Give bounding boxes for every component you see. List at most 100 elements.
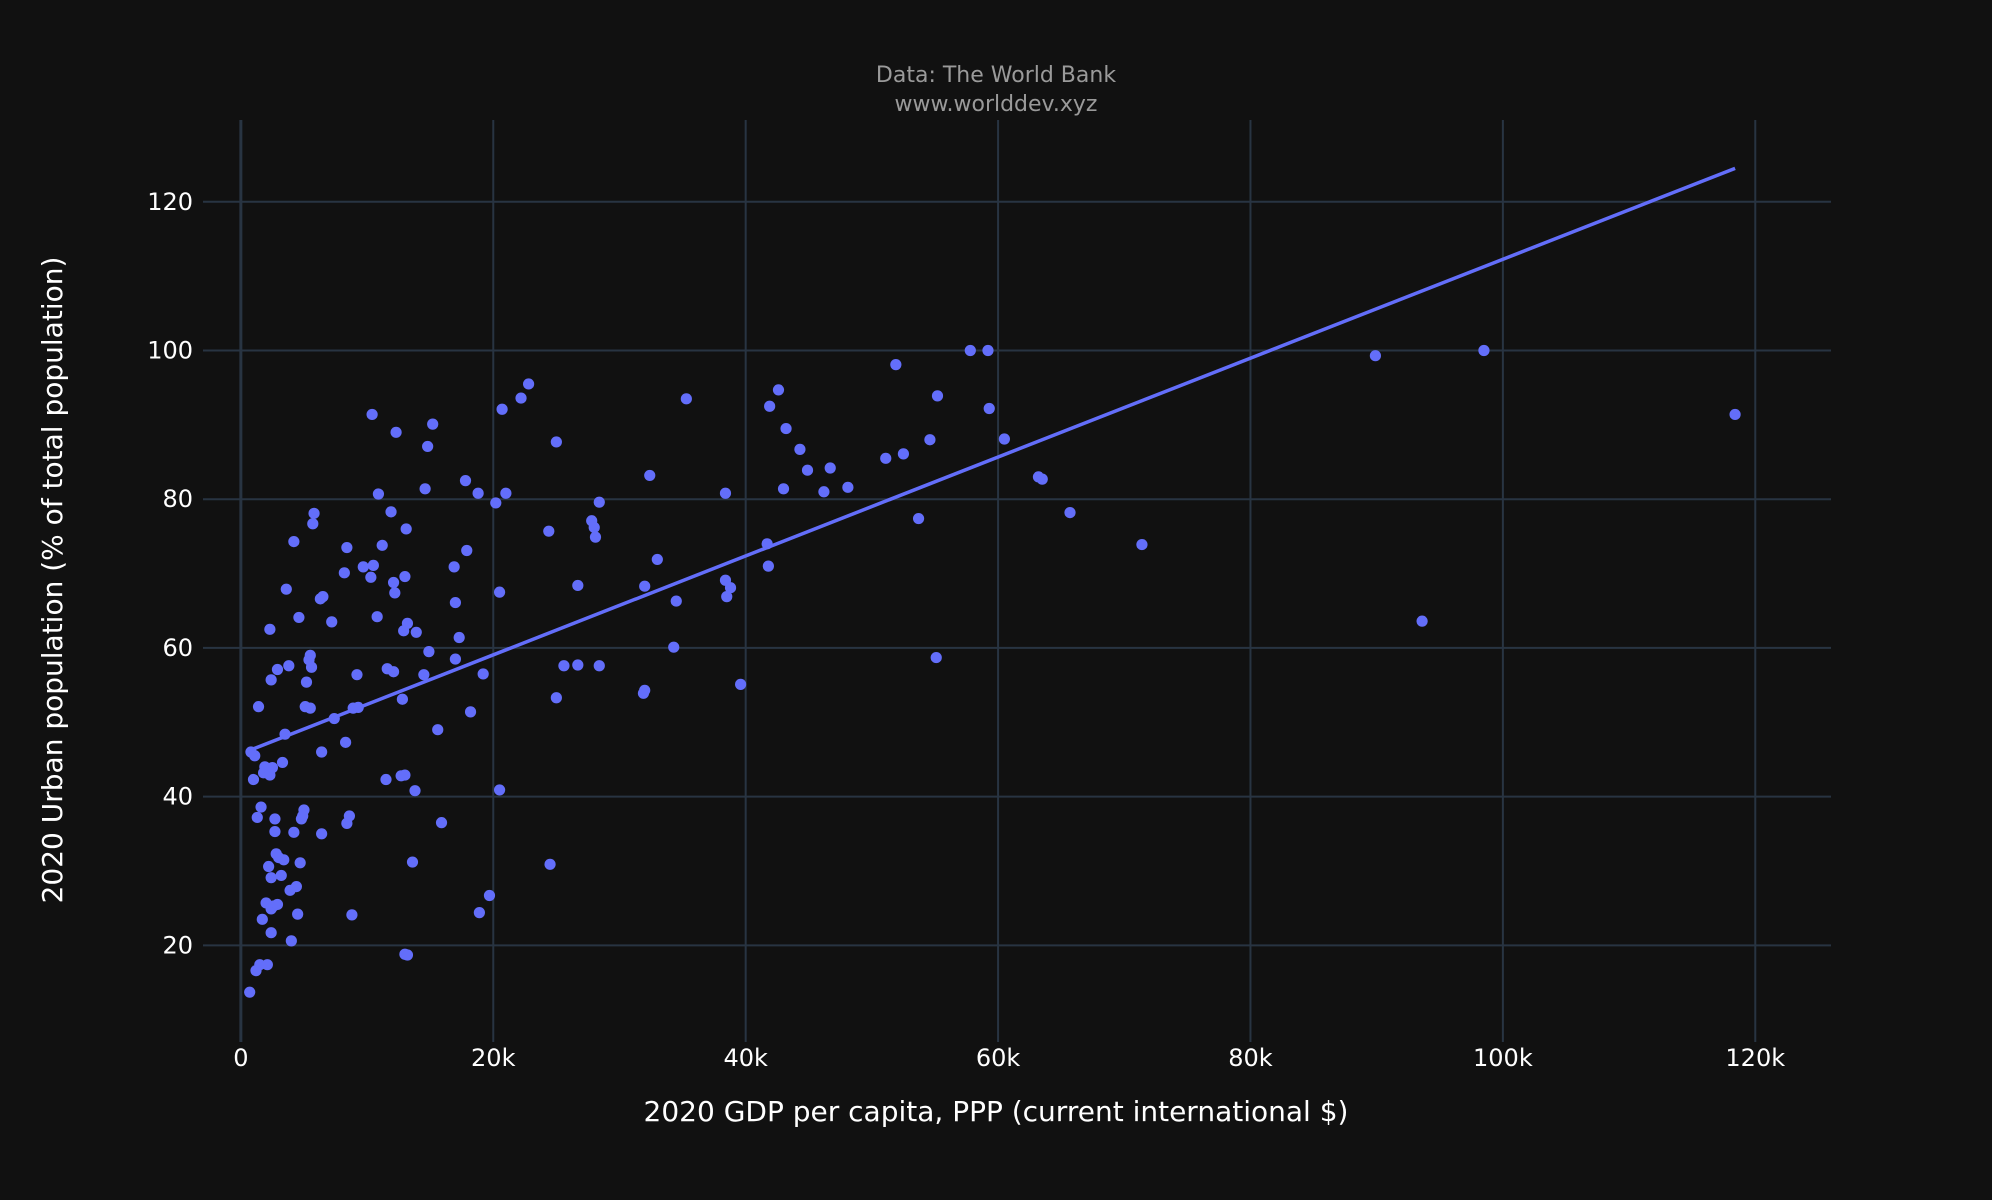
data-point bbox=[897, 448, 910, 460]
x-axis-title: 2020 GDP per capita, PPP (current intern… bbox=[644, 1095, 1349, 1128]
data-point bbox=[418, 669, 430, 681]
data-point bbox=[880, 452, 892, 464]
data-point bbox=[351, 669, 363, 681]
data-point bbox=[343, 810, 355, 822]
data-point bbox=[298, 804, 310, 816]
data-point bbox=[290, 880, 302, 893]
data-point bbox=[550, 436, 562, 448]
data-point bbox=[365, 571, 377, 583]
data-point bbox=[964, 344, 976, 357]
data-point bbox=[390, 426, 402, 438]
data-point bbox=[930, 651, 942, 664]
data-point bbox=[406, 856, 419, 868]
data-point bbox=[308, 507, 320, 519]
data-point bbox=[265, 872, 277, 884]
data-point bbox=[593, 496, 605, 508]
data-point bbox=[352, 701, 364, 714]
x-tick-label: 40k bbox=[723, 1044, 768, 1072]
trendline bbox=[250, 166, 1736, 752]
y-axis-title: 2020 Urban population (% of total popula… bbox=[36, 257, 69, 904]
data-point bbox=[304, 649, 316, 661]
data-point bbox=[279, 728, 291, 740]
data-point bbox=[680, 393, 692, 405]
data-point bbox=[818, 486, 830, 498]
data-point bbox=[719, 487, 732, 499]
data-point bbox=[269, 813, 281, 825]
y-tick-label: 80 bbox=[162, 485, 193, 513]
data-point bbox=[265, 674, 277, 686]
data-point bbox=[266, 762, 279, 774]
data-point bbox=[464, 706, 477, 718]
data-point bbox=[399, 769, 411, 781]
data-point bbox=[293, 611, 305, 624]
data-point bbox=[396, 693, 408, 705]
data-point bbox=[572, 659, 584, 671]
data-point bbox=[427, 418, 439, 430]
data-point bbox=[380, 773, 392, 786]
data-point bbox=[317, 591, 329, 603]
y-tick-label: 60 bbox=[162, 634, 193, 662]
data-point bbox=[982, 344, 994, 357]
x-tick-label: 0 bbox=[233, 1044, 248, 1072]
data-point bbox=[305, 661, 318, 673]
data-point bbox=[385, 506, 397, 518]
data-point bbox=[1036, 473, 1048, 485]
data-point bbox=[251, 811, 263, 824]
data-point bbox=[400, 523, 412, 535]
data-point bbox=[423, 646, 435, 658]
data-point bbox=[278, 854, 290, 866]
data-point bbox=[247, 773, 260, 786]
data-point bbox=[515, 392, 527, 404]
data-point bbox=[280, 583, 292, 595]
chart-subtitle: www.worlddev.xyz bbox=[895, 92, 1098, 117]
data-point bbox=[316, 746, 328, 758]
data-point bbox=[472, 487, 484, 499]
data-point bbox=[550, 692, 562, 704]
data-point bbox=[271, 898, 284, 911]
data-point bbox=[772, 384, 785, 396]
data-point bbox=[912, 512, 925, 525]
data-point bbox=[249, 750, 261, 762]
data-point bbox=[668, 641, 680, 653]
data-point bbox=[762, 560, 774, 572]
data-point bbox=[304, 702, 316, 714]
data-point bbox=[389, 587, 401, 599]
trendline-layer bbox=[250, 166, 1736, 752]
data-point bbox=[432, 724, 444, 736]
data-point bbox=[255, 801, 267, 813]
data-point bbox=[780, 422, 792, 435]
data-point bbox=[316, 828, 328, 840]
data-point bbox=[346, 909, 358, 921]
data-point bbox=[288, 826, 300, 838]
data-point bbox=[269, 825, 281, 838]
data-point bbox=[543, 525, 555, 537]
data-point bbox=[794, 443, 806, 455]
data-point bbox=[1136, 538, 1148, 551]
data-point bbox=[449, 653, 462, 665]
data-point bbox=[288, 535, 300, 548]
data-point bbox=[401, 617, 414, 629]
data-point bbox=[453, 631, 465, 644]
data-point bbox=[735, 678, 747, 690]
data-point bbox=[644, 469, 656, 482]
data-point bbox=[890, 359, 902, 371]
data-point bbox=[473, 907, 485, 919]
data-point bbox=[983, 402, 995, 415]
data-point bbox=[998, 433, 1010, 445]
data-point bbox=[340, 736, 352, 748]
data-point bbox=[589, 531, 602, 543]
grid-layer bbox=[203, 120, 1831, 1042]
data-point bbox=[326, 616, 338, 628]
data-point bbox=[483, 889, 496, 902]
data-point bbox=[401, 949, 414, 961]
data-point bbox=[264, 623, 276, 635]
data-point bbox=[523, 378, 535, 390]
data-point bbox=[588, 521, 600, 534]
data-point bbox=[639, 684, 651, 696]
data-point bbox=[387, 576, 400, 589]
points-layer bbox=[244, 344, 1741, 998]
data-point bbox=[307, 518, 319, 530]
data-point bbox=[544, 858, 556, 870]
